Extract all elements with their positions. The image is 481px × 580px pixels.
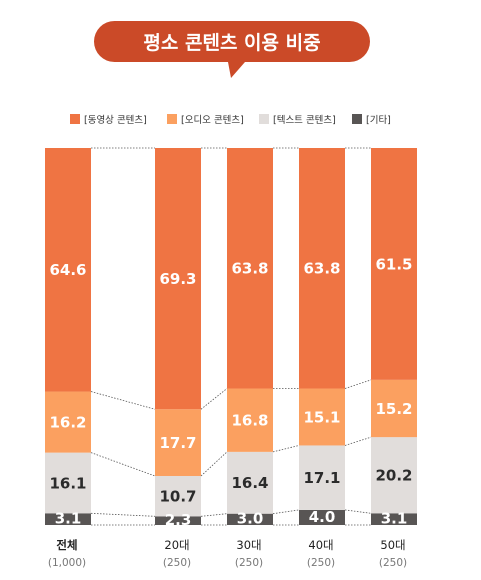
legend-swatch-other — [352, 114, 362, 124]
value-label-video-0: 64.6 — [49, 261, 86, 279]
value-label-video-2: 63.8 — [231, 260, 268, 278]
bar-segment-audio-0 — [45, 391, 91, 453]
bar-segment-video-3 — [299, 148, 345, 389]
value-label-audio-4: 15.2 — [375, 400, 412, 418]
bar-segment-text-1 — [155, 475, 201, 517]
bar-segment-text-4 — [371, 437, 417, 514]
value-label-text-2: 16.4 — [231, 474, 268, 492]
title-bubble — [94, 21, 370, 78]
legend-item-video: [동영상 콘텐츠] — [70, 114, 147, 126]
sample-size-label-2: (250) — [235, 557, 263, 569]
bar-stack-2 — [227, 148, 273, 525]
bar-segment-other-3 — [299, 509, 345, 525]
sample-size-label-0: (1,000) — [48, 557, 86, 569]
connector-line — [200, 388, 228, 410]
bar-segment-text-2 — [227, 451, 273, 514]
legend-label-text: [텍스트 콘텐츠] — [273, 115, 336, 126]
bar-segment-audio-2 — [227, 388, 273, 452]
bar-segment-video-2 — [227, 148, 273, 389]
connector-line — [90, 391, 156, 410]
connector-line — [344, 509, 372, 514]
legend-item-audio: [오디오 콘텐츠] — [167, 114, 244, 126]
legend-swatch-text — [259, 114, 269, 124]
bar-stack-0 — [45, 148, 91, 525]
bars — [45, 148, 417, 525]
value-label-text-4: 20.2 — [375, 467, 412, 485]
connector-lines — [90, 147, 372, 526]
value-labels: 3.1 16.1 16.2 64.6 2.3 10.7 17.7 69.3 3.0 16.4 16.… — [49, 255, 412, 529]
bar-segment-video-0 — [45, 148, 91, 392]
connector-line — [200, 451, 228, 477]
value-label-audio-0: 16.2 — [49, 413, 86, 431]
value-label-text-0: 16.1 — [49, 474, 86, 492]
category-label-0: 전체 — [56, 538, 77, 552]
value-label-other-1: 2.3 — [165, 511, 192, 529]
connector-line — [200, 513, 228, 517]
value-label-other-2: 3.0 — [237, 510, 264, 528]
chart-title: 평소 콘텐츠 이용 비중 — [143, 32, 320, 54]
bar-segment-audio-3 — [299, 388, 345, 446]
category-axis: 전체 (1,000) 20대 (250) 30대 (250) 40대 (250) 50대 (250… — [48, 538, 407, 569]
value-label-other-4: 3.1 — [381, 509, 408, 527]
connector-line — [272, 445, 300, 453]
bar-segment-other-4 — [371, 513, 417, 525]
bar-stack-1 — [155, 148, 201, 525]
legend-label-video: [동영상 콘텐츠] — [84, 115, 147, 126]
bar-stack-3 — [299, 148, 345, 525]
title-callout: 평소 콘텐츠 이용 비중 — [94, 21, 370, 78]
bar-stack-4 — [371, 148, 417, 525]
bar-segment-audio-1 — [155, 409, 201, 476]
value-label-video-3: 63.8 — [303, 260, 340, 278]
value-label-other-3: 4.0 — [309, 508, 336, 526]
connector-line — [344, 436, 372, 446]
value-label-other-0: 3.1 — [55, 509, 82, 527]
bar-segment-video-4 — [371, 148, 417, 380]
connector-line — [90, 452, 156, 477]
bar-segment-other-1 — [155, 516, 201, 525]
category-label-2: 30대 — [236, 538, 261, 552]
value-label-text-3: 17.1 — [303, 469, 340, 487]
legend-label-audio: [오디오 콘텐츠] — [181, 115, 244, 126]
category-label-4: 50대 — [380, 538, 405, 552]
value-label-video-4: 61.5 — [375, 255, 412, 273]
value-label-audio-3: 15.1 — [303, 408, 340, 426]
connector-line — [344, 379, 372, 389]
connector-line — [90, 512, 156, 517]
bar-segment-video-1 — [155, 148, 201, 410]
legend: [동영상 콘텐츠] [오디오 콘텐츠] [텍스트 콘텐츠] [기타] — [70, 114, 391, 126]
sample-size-label-1: (250) — [163, 557, 191, 569]
sample-size-label-4: (250) — [379, 557, 407, 569]
bar-segment-other-2 — [227, 513, 273, 525]
value-label-audio-1: 17.7 — [159, 434, 196, 452]
legend-swatch-video — [70, 114, 80, 124]
connector-line — [272, 509, 300, 515]
bar-segment-text-3 — [299, 445, 345, 510]
legend-item-text: [텍스트 콘텐츠] — [259, 114, 336, 126]
bar-segment-text-0 — [45, 452, 91, 514]
value-label-video-1: 69.3 — [159, 270, 196, 288]
legend-label-other: [기타] — [366, 115, 391, 126]
bar-segment-other-0 — [45, 513, 91, 525]
category-label-1: 20대 — [164, 538, 189, 552]
value-label-text-1: 10.7 — [159, 488, 196, 506]
legend-swatch-audio — [167, 114, 177, 124]
legend-item-other: [기타] — [352, 114, 391, 126]
bar-segment-audio-4 — [371, 379, 417, 438]
sample-size-label-3: (250) — [307, 557, 335, 569]
value-label-audio-2: 16.8 — [231, 412, 268, 430]
category-label-3: 40대 — [308, 538, 333, 552]
